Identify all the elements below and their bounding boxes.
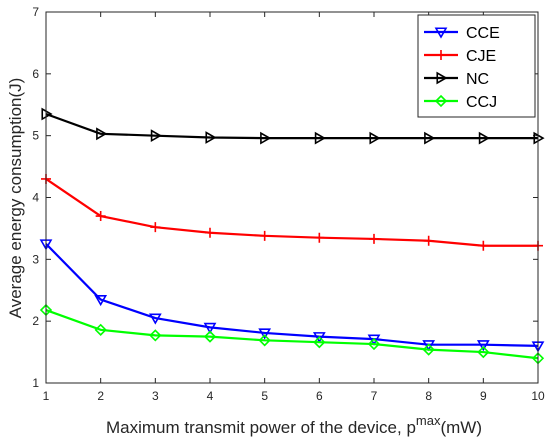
data-point-marker: [314, 232, 325, 243]
x-tick-label: 2: [97, 389, 104, 403]
series-line: [45, 309, 539, 360]
x-axis-label-main: Maximum transmit power of the device, p: [106, 418, 416, 437]
data-point-marker: [477, 345, 490, 359]
series-ccj: [39, 303, 545, 365]
x-axis-label-superscript: max: [416, 413, 441, 428]
data-point-marker: [423, 235, 434, 246]
y-tick-label: 6: [32, 67, 39, 81]
series-line: [45, 243, 539, 347]
data-point-marker: [149, 329, 162, 342]
series-nc: [41, 107, 545, 145]
x-tick-label: 9: [480, 389, 487, 403]
x-axis-label-unit: (mW): [440, 418, 482, 437]
y-tick-label: 3: [32, 252, 39, 266]
data-point-marker: [422, 343, 435, 356]
legend-label: NC: [466, 71, 489, 88]
data-point-marker: [150, 129, 162, 143]
data-point-marker: [150, 222, 161, 233]
x-tick-label: 4: [207, 389, 214, 403]
x-tick-label: 1: [43, 389, 50, 403]
data-point-marker: [434, 27, 448, 39]
y-tick-label: 5: [32, 129, 39, 143]
data-point-marker: [259, 230, 270, 241]
data-point-marker: [41, 107, 53, 121]
data-point-marker: [313, 336, 326, 349]
series-line: [45, 112, 538, 140]
x-tick-label: 7: [371, 389, 378, 403]
data-point-marker: [478, 131, 490, 145]
data-point-marker: [367, 334, 381, 346]
series-line: [45, 178, 538, 247]
data-point-marker: [314, 131, 326, 145]
legend-entry-cce: CCE: [424, 25, 500, 42]
data-point-marker: [94, 323, 107, 336]
data-point-marker: [205, 131, 217, 144]
y-tick-label: 2: [32, 314, 39, 328]
data-point-marker: [533, 131, 545, 145]
data-point-marker: [422, 340, 436, 352]
legend-label: CCE: [466, 25, 500, 42]
y-tick-label: 7: [32, 5, 39, 19]
legend-entry-ccj: CCJ: [424, 94, 497, 111]
x-tick-label: 6: [316, 389, 323, 403]
data-point-marker: [478, 240, 489, 251]
data-point-marker: [476, 340, 490, 352]
x-axis-label: Maximum transmit power of the device, pm…: [106, 413, 482, 437]
data-point-marker: [95, 211, 106, 222]
data-point-marker: [94, 294, 108, 307]
legend-entry-nc: NC: [424, 71, 489, 88]
data-point-marker: [436, 71, 448, 85]
y-tick-label: 4: [32, 191, 39, 205]
legend-label: CJE: [466, 48, 496, 65]
data-point-marker: [424, 131, 436, 145]
data-point-marker: [203, 322, 217, 334]
x-tick-label: 5: [261, 389, 268, 403]
data-point-marker: [312, 332, 326, 344]
x-tick-label: 8: [425, 389, 432, 403]
x-tick-label: 3: [152, 389, 159, 403]
data-point-marker: [367, 337, 381, 351]
data-point-marker: [205, 227, 215, 238]
data-point-marker: [258, 328, 272, 340]
data-point-marker: [260, 131, 272, 145]
data-point-marker: [434, 94, 448, 108]
y-tick-label: 1: [32, 376, 39, 390]
data-point-marker: [369, 233, 379, 244]
data-point-marker: [258, 334, 271, 347]
legend-entry-cje: CJE: [424, 48, 496, 65]
data-point-marker: [369, 131, 381, 145]
series-cce: [39, 239, 545, 353]
data-point-marker: [96, 127, 108, 141]
data-point-marker: [203, 330, 217, 343]
y-axis-label: Average energy consumption(J): [6, 78, 25, 319]
data-point-marker: [436, 50, 446, 60]
plot-frame: [45, 11, 539, 384]
legend-label: CCJ: [466, 94, 497, 111]
legend: CCE CJE NC CCJ: [417, 14, 536, 118]
x-tick-label: 10: [531, 389, 545, 403]
data-point-marker: [148, 313, 162, 325]
